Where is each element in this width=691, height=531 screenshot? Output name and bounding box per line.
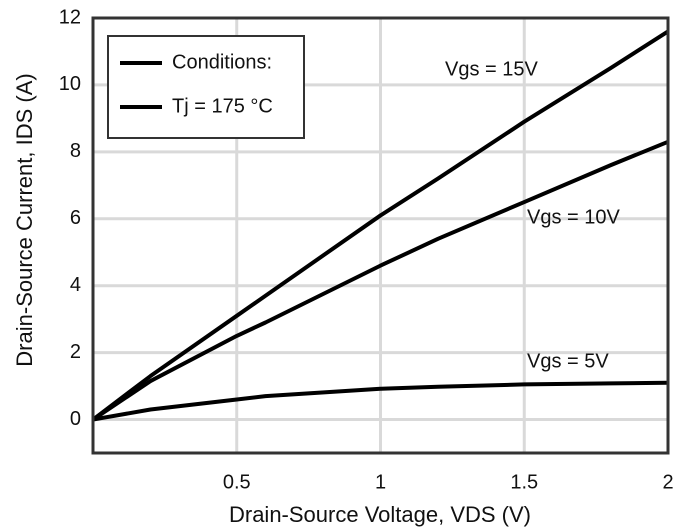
y-tick-label: 6	[70, 207, 81, 229]
x-tick-label: 0.5	[223, 471, 251, 493]
y-tick-label: 4	[70, 274, 81, 296]
y-tick-label: 12	[59, 6, 81, 28]
x-tick-label: 1.5	[510, 471, 538, 493]
y-tick-label: 0	[70, 408, 81, 430]
series-label: Vgs = 5V	[527, 350, 609, 372]
legend-label: Conditions:	[172, 51, 272, 73]
y-axis-label: Drain-Source Current, IDS (A)	[12, 73, 37, 366]
x-tick-label: 2	[662, 471, 673, 493]
y-tick-label: 2	[70, 341, 81, 363]
series-line	[92, 380, 669, 422]
x-axis-label: Drain-Source Voltage, VDS (V)	[229, 502, 531, 527]
series-label: Vgs = 10V	[527, 206, 621, 228]
legend-label: Tj = 175 °C	[172, 95, 273, 117]
legend-box	[107, 35, 305, 139]
y-tick-label: 10	[59, 73, 81, 95]
series-line	[91, 29, 670, 422]
series-label: Vgs = 15V	[445, 58, 539, 80]
plot-frame	[91, 16, 670, 455]
y-tick-label: 8	[70, 140, 81, 162]
series-line	[91, 139, 669, 422]
x-tick-label: 1	[375, 471, 386, 493]
